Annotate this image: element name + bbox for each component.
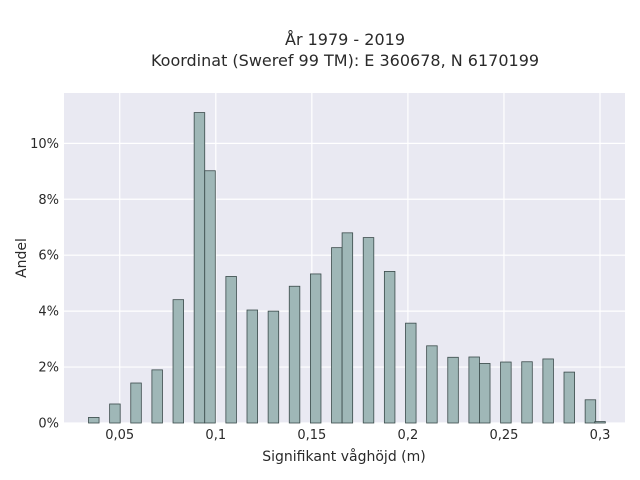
histogram-bar (225, 276, 237, 424)
histogram-bar (172, 299, 184, 424)
x-tick-label: 0,3 (590, 428, 611, 443)
histogram-bar (341, 232, 354, 424)
histogram-bar (383, 271, 396, 424)
histogram-bar (447, 356, 459, 424)
histogram-bar (246, 309, 258, 424)
y-tick-label: 2% (38, 361, 59, 376)
histogram-bar (204, 170, 216, 424)
histogram-bar (405, 322, 417, 424)
histogram-bar (563, 371, 575, 424)
x-axis-label: Signifikant våghöjd (m) (262, 448, 425, 465)
y-axis-ticks: 0% 2% 4% 6% 8% 10% (30, 137, 59, 432)
histogram-bar (309, 273, 322, 424)
x-tick-label: 0,1 (205, 428, 226, 443)
y-tick-label: 8% (38, 193, 59, 208)
y-tick-label: 0% (38, 417, 59, 432)
histogram-bar (426, 345, 438, 424)
histogram-bar (542, 358, 554, 424)
x-tick-label: 0,2 (398, 428, 419, 443)
y-tick-label: 6% (38, 249, 59, 264)
histogram-bar (331, 247, 343, 424)
y-tick-label: 4% (38, 305, 59, 320)
chart-title-line2: Koordinat (Sweref 99 TM): E 360678, N 61… (151, 51, 539, 70)
histogram-bar (193, 112, 206, 424)
histogram-bar (479, 363, 491, 424)
y-axis-label: Andel (14, 238, 30, 278)
histogram-bar (500, 361, 512, 424)
histogram-bar (288, 285, 301, 424)
histogram-bar (594, 421, 606, 424)
histogram-bar (362, 237, 375, 424)
x-tick-label: 0,25 (489, 428, 518, 443)
histogram-bar (88, 417, 100, 424)
x-tick-label: 0,15 (297, 428, 326, 443)
histogram-bar (468, 356, 480, 424)
histogram-bar (151, 369, 163, 424)
histogram-bar (109, 403, 121, 424)
histogram-bar (267, 310, 280, 424)
histogram-bar (521, 361, 533, 424)
histogram-bar (584, 399, 597, 424)
x-tick-label: 0,05 (105, 428, 134, 443)
x-axis-ticks: 0,05 0,1 0,15 0,2 0,25 0,3 (105, 428, 610, 443)
histogram-bar (130, 382, 142, 424)
chart-title-line1: År 1979 - 2019 (285, 30, 405, 49)
bars (88, 112, 606, 424)
y-tick-label: 10% (30, 137, 59, 152)
